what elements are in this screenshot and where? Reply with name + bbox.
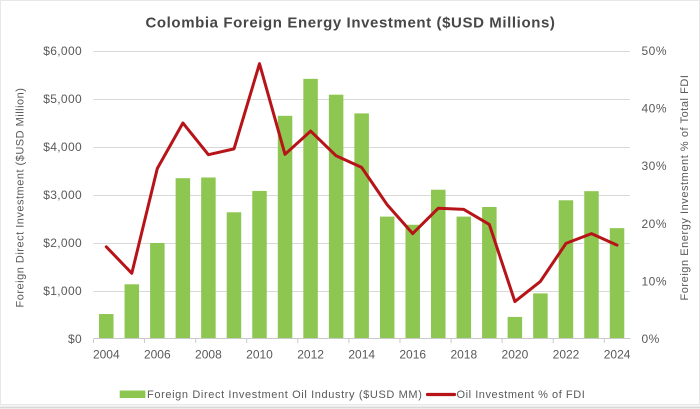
- svg-text:50%: 50%: [642, 44, 668, 58]
- svg-text:Foreign Direct Investment ($US: Foreign Direct Investment ($USD Million): [15, 88, 27, 308]
- svg-text:2012: 2012: [297, 348, 324, 362]
- svg-text:$5,000: $5,000: [43, 92, 82, 106]
- svg-text:10%: 10%: [642, 274, 668, 288]
- svg-text:30%: 30%: [642, 159, 668, 173]
- svg-text:2020: 2020: [502, 348, 529, 362]
- svg-text:2016: 2016: [399, 348, 426, 362]
- svg-text:2004: 2004: [93, 348, 120, 362]
- svg-text:2018: 2018: [450, 348, 477, 362]
- svg-text:2006: 2006: [144, 348, 171, 362]
- svg-text:Foreign Energy Investment % of: Foreign Energy Investment % of Total FDI: [679, 75, 691, 301]
- svg-text:2010: 2010: [246, 348, 273, 362]
- svg-text:Foreign Direct Investment Oil: Foreign Direct Investment Oil Industry (…: [147, 389, 423, 401]
- svg-text:40%: 40%: [642, 102, 668, 116]
- svg-text:Colombia Foreign Energy Invest: Colombia Foreign Energy Investment ($USD…: [145, 15, 555, 32]
- svg-text:$6,000: $6,000: [43, 44, 82, 58]
- svg-text:$4,000: $4,000: [43, 140, 82, 154]
- svg-text:20%: 20%: [642, 217, 668, 231]
- svg-text:$0: $0: [68, 332, 82, 346]
- svg-text:$3,000: $3,000: [43, 188, 82, 202]
- svg-text:2024: 2024: [604, 348, 631, 362]
- svg-text:2022: 2022: [553, 348, 580, 362]
- svg-text:0%: 0%: [642, 332, 660, 346]
- svg-text:2014: 2014: [348, 348, 375, 362]
- svg-text:$2,000: $2,000: [43, 236, 82, 250]
- svg-text:2008: 2008: [195, 348, 222, 362]
- svg-text:Oil Investment % of FDI: Oil Investment % of FDI: [457, 389, 586, 401]
- svg-text:$1,000: $1,000: [43, 284, 82, 298]
